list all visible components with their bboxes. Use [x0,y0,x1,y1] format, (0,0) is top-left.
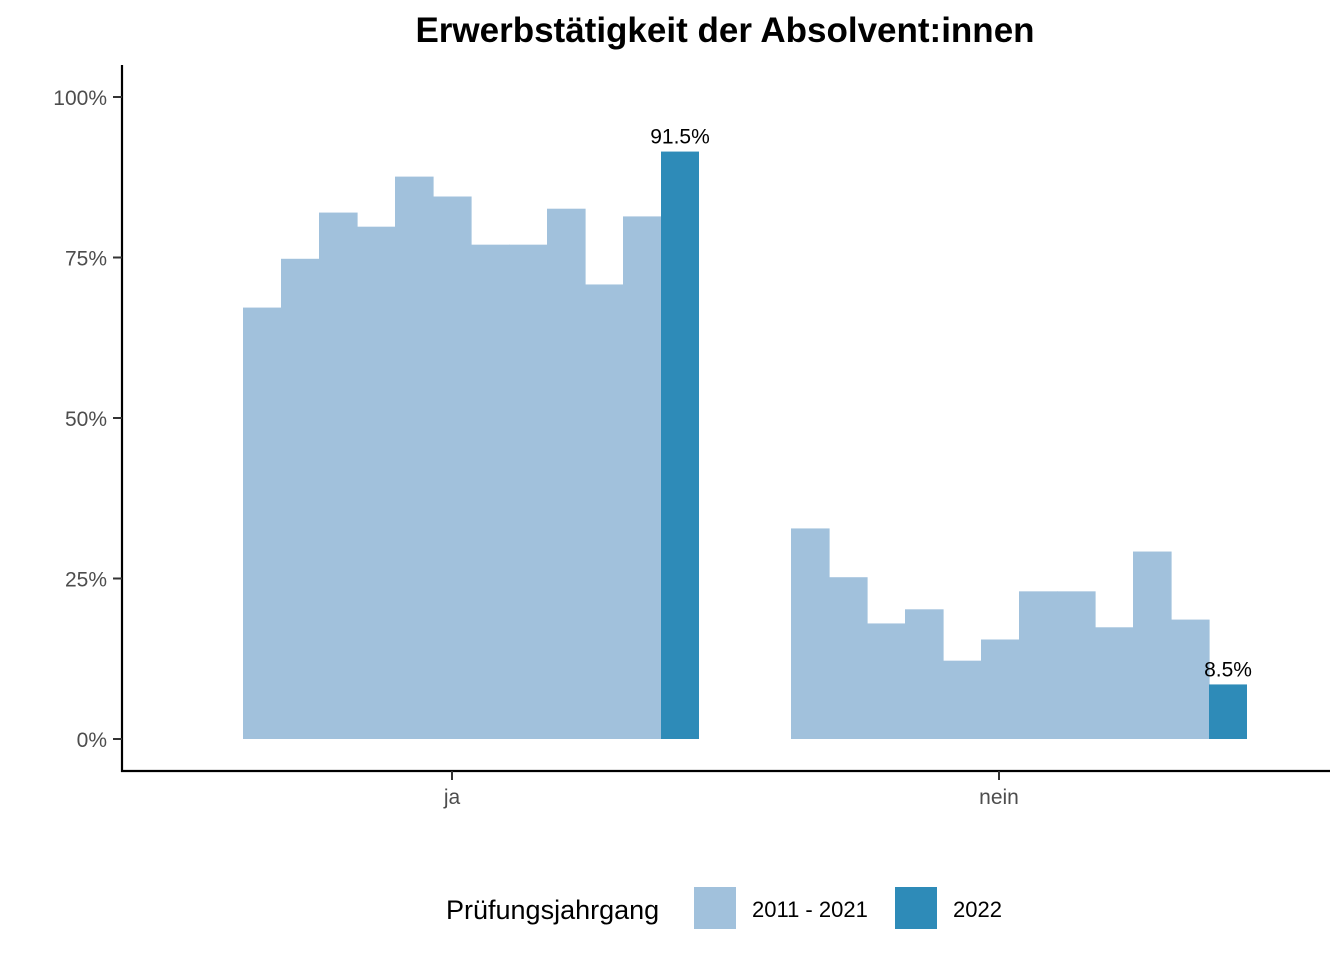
bar-nein-2011-2021-10 [1133,551,1172,739]
bar-nein-2011-2021-5 [943,660,982,739]
bar-ja-2011-2021-10 [585,284,624,739]
plot-area: 91.5% 8.5% [243,126,1252,740]
y-tick-label: 100% [53,87,107,110]
data-label-nein-2022: 8.5% [1204,658,1252,681]
x-axis: ja nein [443,771,1019,809]
bar-ja-2011-2021-7 [471,244,510,739]
bar-nein-2011-2021-6 [981,639,1020,739]
bar-nein-2011-2021-8 [1057,591,1096,739]
bar-ja-2011-2021-9 [547,208,586,739]
bar-ja-2011-2021-4 [357,226,396,739]
bar-nein-2011-2021-3 [867,623,906,739]
x-tick-label-ja: ja [443,786,461,809]
legend-label-2022: 2022 [953,897,1002,922]
bar-ja-2011-2021-3 [319,212,358,739]
bar-ja-2011-2021-2 [281,258,320,739]
y-tick-label: 50% [65,408,107,431]
bar-ja-2011-2021-11 [623,216,662,740]
bar-nein-2011-2021-9 [1095,627,1134,739]
bar-nein-2011-2021-11 [1171,619,1210,739]
y-axis: 0% 25% 50% 75% 100% [53,87,122,752]
bar-ja-2011-2021-1 [243,307,282,739]
data-label-ja-2022: 91.5% [650,126,710,149]
y-tick-label: 75% [65,248,107,271]
x-tick-label-nein: nein [979,786,1019,809]
y-tick-label: 25% [65,569,107,592]
legend-swatch-2022 [895,887,937,929]
y-tick-label: 0% [77,729,107,752]
bar-ja-2011-2021-5 [395,176,434,739]
bar-nein-2011-2021-4 [905,609,944,739]
chart-title: Erwerbstätigkeit der Absolvent:innen [415,11,1034,50]
legend-swatch-2011-2021 [694,887,736,929]
legend: Prüfungsjahrgang 2011 - 2021 2022 [446,887,1002,929]
bar-nein-2011-2021-2 [829,577,868,739]
bar-nein-2011-2021-1 [791,528,830,739]
bar-ja-2022 [661,151,699,739]
bar-nein-2022 [1209,684,1247,739]
legend-label-2011-2021: 2011 - 2021 [752,897,868,922]
legend-title: Prüfungsjahrgang [446,895,659,925]
bar-ja-2011-2021-6 [433,196,472,739]
bar-ja-2011-2021-8 [509,244,548,739]
bar-nein-2011-2021-7 [1019,591,1058,739]
